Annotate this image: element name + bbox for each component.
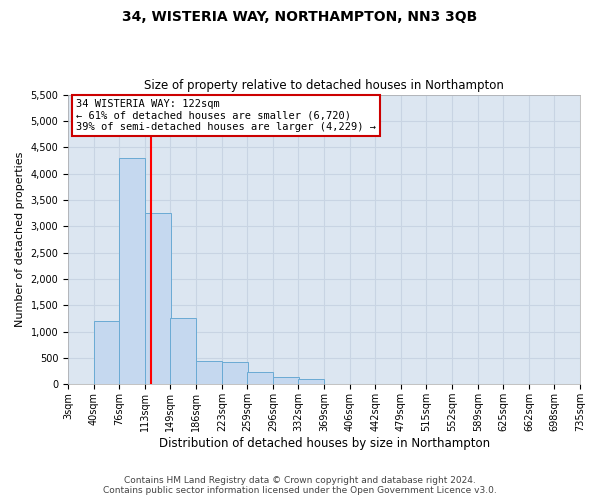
Bar: [222, 362, 248, 384]
Text: 34, WISTERIA WAY, NORTHAMPTON, NN3 3QB: 34, WISTERIA WAY, NORTHAMPTON, NN3 3QB: [122, 10, 478, 24]
Y-axis label: Number of detached properties: Number of detached properties: [15, 152, 25, 327]
Bar: [119, 158, 145, 384]
Bar: [94, 321, 120, 384]
Bar: [273, 378, 299, 384]
X-axis label: Distribution of detached houses by size in Northampton: Distribution of detached houses by size …: [158, 437, 490, 450]
Text: Contains HM Land Registry data © Crown copyright and database right 2024.
Contai: Contains HM Land Registry data © Crown c…: [103, 476, 497, 495]
Bar: [298, 378, 324, 384]
Bar: [247, 372, 273, 384]
Bar: [170, 318, 196, 384]
Bar: [145, 213, 171, 384]
Title: Size of property relative to detached houses in Northampton: Size of property relative to detached ho…: [144, 79, 504, 92]
Text: 34 WISTERIA WAY: 122sqm
← 61% of detached houses are smaller (6,720)
39% of semi: 34 WISTERIA WAY: 122sqm ← 61% of detache…: [76, 99, 376, 132]
Bar: [196, 360, 222, 384]
